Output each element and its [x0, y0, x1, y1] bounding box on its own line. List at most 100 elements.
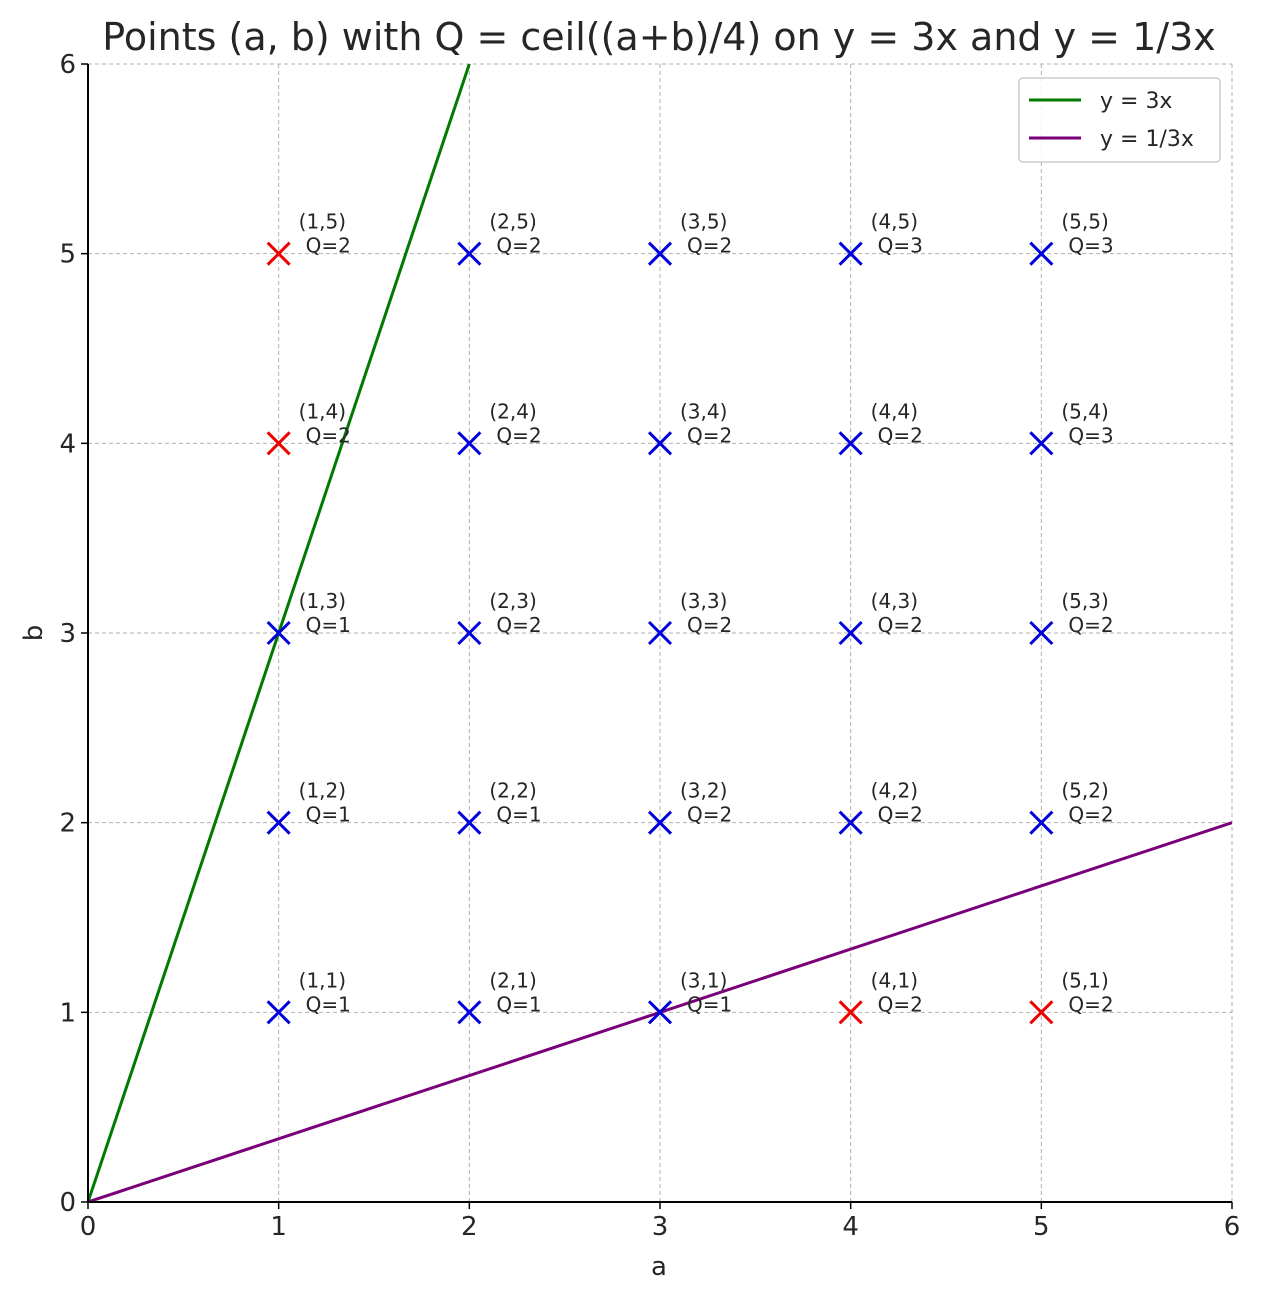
point-marker — [647, 620, 673, 646]
point-q-label: Q=3 — [1068, 234, 1113, 258]
x-tick-label: 6 — [1224, 1212, 1241, 1242]
point-marker — [266, 1000, 291, 1025]
point-marker-stroke — [457, 810, 482, 835]
point-q-label: Q=2 — [306, 423, 351, 447]
point-q-label: Q=1 — [306, 803, 351, 827]
point-coord-label: (1,3) — [299, 589, 346, 613]
point-marker-stroke — [647, 620, 673, 646]
point-marker-stroke — [647, 431, 673, 456]
point-q-label: Q=1 — [306, 992, 351, 1016]
point-q-label: Q=2 — [878, 423, 923, 447]
point-marker-stroke — [838, 431, 863, 456]
point-marker-stroke — [838, 620, 863, 646]
ticks: 0 1 2 3 4 5 6 0 1 2 3 4 5 6 — [59, 50, 1240, 1242]
point-marker-stroke — [1029, 1000, 1054, 1025]
point-q-label: Q=2 — [496, 423, 541, 447]
point-marker — [1029, 241, 1054, 266]
point-marker-stroke — [838, 810, 863, 835]
y-tick-label: 0 — [59, 1188, 76, 1218]
point-coord-label: (4,3) — [871, 589, 918, 613]
point-q-label: Q=1 — [496, 992, 541, 1016]
point-q-label: Q=2 — [306, 234, 351, 258]
point-marker — [647, 431, 673, 456]
point-marker-stroke — [457, 431, 482, 456]
legend-label: y = 1/3x — [1100, 127, 1194, 152]
point-q-label: Q=2 — [1068, 613, 1113, 637]
x-tick-label: 5 — [1033, 1212, 1050, 1242]
point-q-label: Q=2 — [1068, 992, 1113, 1016]
points: (1,1)Q=1(1,2)Q=1(1,3)Q=1(1,4)Q=2(1,5)Q=2… — [266, 210, 1114, 1025]
point-coord-label: (5,3) — [1061, 589, 1108, 613]
point-q-label: Q=2 — [687, 234, 732, 258]
point-coord-label: (2,1) — [489, 968, 536, 992]
point-q-label: Q=2 — [878, 992, 923, 1016]
point-coord-label: (1,5) — [299, 210, 346, 234]
point-marker-stroke — [266, 1000, 291, 1025]
y-tick-label: 3 — [59, 619, 76, 649]
point-q-label: Q=3 — [878, 234, 923, 258]
point-marker — [1029, 431, 1054, 456]
point-q-label: Q=2 — [496, 613, 541, 637]
point-q-label: Q=2 — [687, 613, 732, 637]
point-marker — [457, 620, 482, 646]
point-coord-label: (3,2) — [680, 779, 727, 803]
x-tick-label: 3 — [652, 1212, 669, 1242]
point-marker — [457, 431, 482, 456]
point-q-label: Q=2 — [1068, 803, 1113, 827]
point-q-label: Q=1 — [306, 613, 351, 637]
point-q-label: Q=2 — [878, 613, 923, 637]
point-coord-label: (3,5) — [680, 210, 727, 234]
point-coord-label: (3,3) — [680, 589, 727, 613]
chart-title: Points (a, b) with Q = ceil((a+b)/4) on … — [102, 15, 1215, 59]
x-axis-label: a — [651, 1252, 667, 1282]
point-marker-stroke — [1029, 241, 1054, 266]
point-marker — [838, 241, 863, 266]
point-q-label: Q=2 — [878, 803, 923, 827]
point-coord-label: (1,2) — [299, 779, 346, 803]
point-q-label: Q=1 — [496, 803, 541, 827]
y-tick-label: 6 — [59, 50, 76, 80]
point-marker — [457, 1000, 482, 1025]
point-marker-stroke — [457, 241, 482, 266]
y-tick-label: 5 — [59, 240, 76, 270]
point-marker-stroke — [647, 810, 673, 835]
point-marker-stroke — [266, 241, 291, 266]
point-marker-stroke — [647, 1000, 673, 1025]
point-marker — [266, 431, 291, 456]
point-q-label: Q=2 — [496, 234, 541, 258]
point-q-label: Q=3 — [1068, 423, 1113, 447]
point-coord-label: (1,4) — [299, 399, 346, 423]
point-marker-stroke — [1029, 810, 1054, 835]
point-coord-label: (5,1) — [1061, 968, 1108, 992]
point-coord-label: (3,1) — [680, 968, 727, 992]
point-marker — [647, 810, 673, 835]
x-tick-label: 4 — [842, 1212, 859, 1242]
point-q-label: Q=2 — [687, 423, 732, 447]
point-coord-label: (5,5) — [1061, 210, 1108, 234]
point-marker — [838, 1000, 863, 1025]
point-marker-stroke — [647, 241, 673, 266]
point-marker-stroke — [266, 431, 291, 456]
point-coord-label: (4,1) — [871, 968, 918, 992]
point-coord-label: (4,2) — [871, 779, 918, 803]
y-tick-label: 1 — [59, 998, 76, 1028]
point-coord-label: (5,4) — [1061, 399, 1108, 423]
point-coord-label: (3,4) — [680, 399, 727, 423]
point-marker — [647, 1000, 673, 1025]
point-marker — [838, 431, 863, 456]
point-coord-label: (4,5) — [871, 210, 918, 234]
point-marker-stroke — [457, 620, 482, 646]
y-tick-label: 2 — [59, 809, 76, 839]
point-marker-stroke — [266, 810, 291, 835]
x-tick-label: 1 — [270, 1212, 287, 1242]
point-marker — [1029, 810, 1054, 835]
y-tick-label: 4 — [59, 429, 76, 459]
point-marker-stroke — [838, 241, 863, 266]
point-marker — [457, 241, 482, 266]
y-axis-label: b — [19, 625, 49, 642]
point-coord-label: (2,4) — [489, 399, 536, 423]
point-q-label: Q=1 — [687, 992, 732, 1016]
point-coord-label: (1,1) — [299, 968, 346, 992]
point-coord-label: (2,3) — [489, 589, 536, 613]
